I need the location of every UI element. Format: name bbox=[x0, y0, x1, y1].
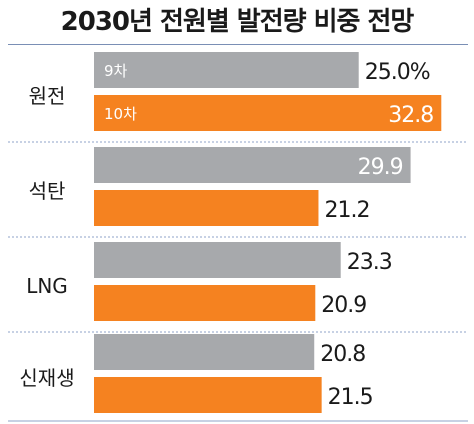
series-label-0: 9차 bbox=[104, 62, 128, 80]
value-label-0-0: 25.0% bbox=[365, 60, 430, 85]
value-label-2-0: 23.3 bbox=[347, 250, 392, 275]
value-label-3-1: 21.5 bbox=[328, 385, 373, 410]
category-label-1: 석탄 bbox=[29, 179, 66, 203]
bar-2-0 bbox=[94, 242, 341, 278]
category-label-2: LNG bbox=[26, 274, 68, 298]
value-label-1-1: 21.2 bbox=[324, 198, 369, 223]
category-label-3: 신재생 bbox=[19, 366, 74, 390]
value-label-3-0: 20.8 bbox=[320, 342, 365, 367]
series-label-1: 10차 bbox=[104, 105, 137, 123]
value-label-2-1: 20.9 bbox=[321, 293, 366, 318]
bar-3-0 bbox=[94, 334, 315, 370]
top-rule bbox=[8, 44, 468, 45]
value-label-1-0: 29.9 bbox=[358, 155, 403, 180]
category-label-0: 원전 bbox=[29, 84, 66, 108]
bar-1-0 bbox=[94, 147, 411, 183]
bar-2-1 bbox=[94, 285, 316, 321]
value-label-0-1: 32.8 bbox=[388, 103, 433, 128]
bar-0-0 bbox=[94, 52, 359, 88]
bar-0-1 bbox=[94, 95, 442, 131]
chart-title: 2030년 전원별 발전량 비중 전망 bbox=[60, 7, 415, 37]
bar-3-1 bbox=[94, 377, 322, 413]
bar-1-1 bbox=[94, 190, 319, 226]
